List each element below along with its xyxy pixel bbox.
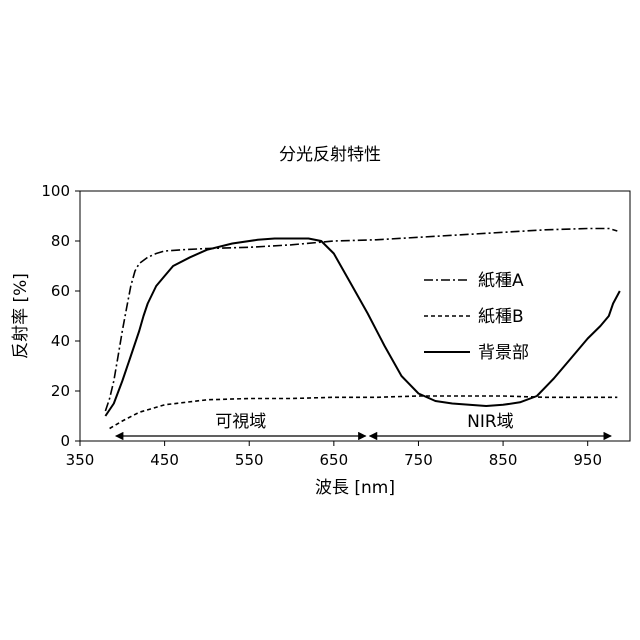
x-tick-label: 950 xyxy=(573,451,602,469)
chart-title: 分光反射特性 xyxy=(279,145,381,165)
x-tick-label: 350 xyxy=(66,451,95,469)
series-line-1 xyxy=(105,229,617,412)
x-tick-label: 450 xyxy=(150,451,179,469)
x-axis-title: 波長 [nm] xyxy=(315,478,395,498)
x-axis-ticks: 350 450 550 650 750 850 950 xyxy=(66,441,602,469)
legend-label-1: 紙種A xyxy=(478,271,524,291)
y-tick-label: 100 xyxy=(41,182,70,200)
legend-label-3: 背景部 xyxy=(478,343,529,363)
y-axis-title: 反射率 [%] xyxy=(11,273,31,359)
y-tick-label: 80 xyxy=(51,232,70,250)
y-tick-label: 20 xyxy=(51,382,70,400)
series-lines xyxy=(105,229,619,429)
region-annotations: 可視域 NIR域 xyxy=(116,412,611,436)
y-tick-label: 60 xyxy=(51,282,70,300)
legend: 紙種A 紙種B 背景部 xyxy=(424,271,529,363)
x-tick-label: 850 xyxy=(489,451,518,469)
x-tick-label: 750 xyxy=(404,451,433,469)
y-tick-label: 0 xyxy=(60,432,70,450)
legend-label-2: 紙種B xyxy=(478,307,524,327)
region-label-1: 可視域 xyxy=(215,412,266,432)
plot-frame xyxy=(80,191,630,441)
region-label-2: NIR域 xyxy=(467,412,514,432)
x-tick-label: 550 xyxy=(235,451,264,469)
x-tick-label: 650 xyxy=(320,451,349,469)
series-line-3 xyxy=(105,239,619,417)
series-line-2 xyxy=(110,396,618,429)
y-tick-label: 40 xyxy=(51,332,70,350)
y-axis-ticks: 0 20 40 60 80 100 xyxy=(41,182,80,450)
